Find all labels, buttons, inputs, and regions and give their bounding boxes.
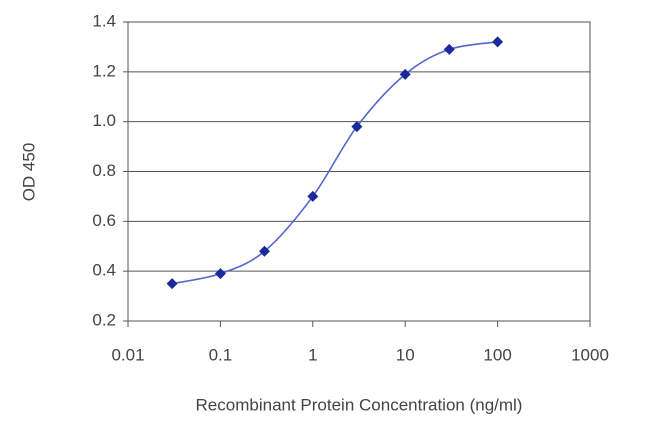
marker bbox=[443, 43, 455, 55]
marker bbox=[214, 268, 226, 280]
marker bbox=[351, 121, 363, 133]
x-tick-label: 10 bbox=[396, 345, 415, 364]
y-tick-label: 1.2 bbox=[92, 61, 116, 80]
y-tick-label: 1.4 bbox=[92, 11, 116, 30]
plot-frame bbox=[127, 21, 591, 322]
marker bbox=[307, 190, 319, 202]
x-axis-label: Recombinant Protein Concentration (ng/ml… bbox=[196, 395, 523, 414]
y-axis-label: OD 450 bbox=[19, 143, 38, 202]
y-tick-label: 0.4 bbox=[92, 261, 116, 280]
x-tick-label: 1 bbox=[308, 345, 317, 364]
curve bbox=[171, 41, 498, 285]
x-tick-label: 0.1 bbox=[209, 345, 233, 364]
x-tick-label: 0.01 bbox=[111, 345, 144, 364]
y-tick-label: 0.2 bbox=[92, 310, 116, 329]
x-tick-label: 100 bbox=[483, 345, 511, 364]
y-tick-label: 0.6 bbox=[92, 211, 116, 230]
x-tick-label: 1000 bbox=[571, 345, 609, 364]
y-tick-label: 1.0 bbox=[92, 111, 116, 130]
marker bbox=[166, 278, 178, 290]
y-tick-label: 0.8 bbox=[92, 161, 116, 180]
marker bbox=[258, 245, 270, 257]
marker bbox=[492, 36, 504, 48]
marker bbox=[399, 68, 411, 80]
